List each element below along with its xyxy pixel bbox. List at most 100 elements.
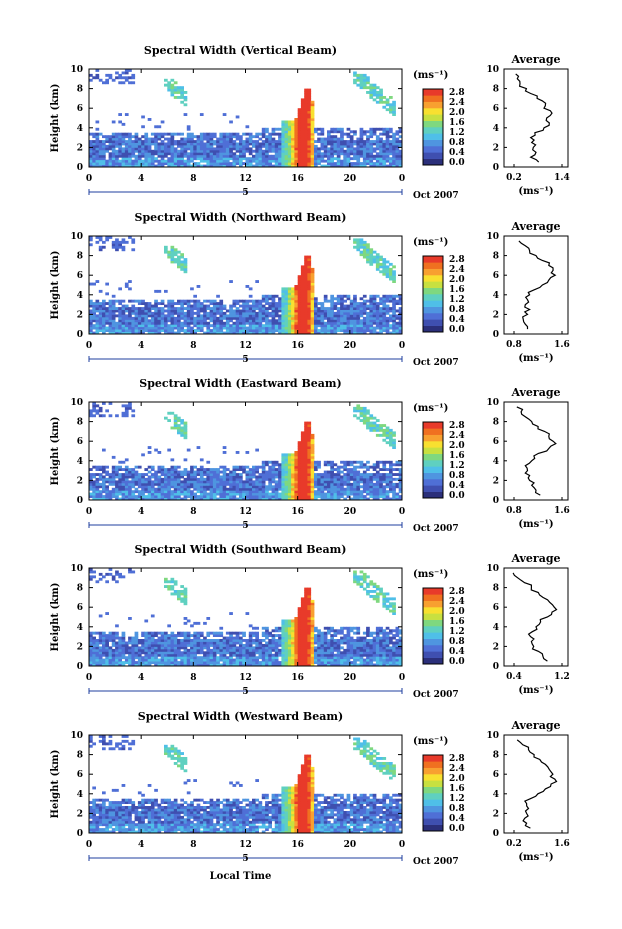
heatmap-cell <box>248 331 253 335</box>
heatmap-cell <box>111 636 116 640</box>
heatmap-cell <box>203 149 207 153</box>
heatmap-cell <box>294 304 299 308</box>
heatmap-cell <box>167 164 171 168</box>
heatmap-cell <box>375 265 380 269</box>
heatmap-cell <box>131 76 136 80</box>
colorbar-swatch <box>423 256 443 263</box>
panel-2: Spectral Width (Northward Beam)0246810He… <box>50 211 570 368</box>
colorbar-swatch <box>423 441 443 448</box>
heatmap-cell <box>121 132 126 136</box>
heatmap-cell <box>102 482 106 486</box>
heatmap-cell <box>177 487 181 491</box>
heatmap-cell <box>190 465 194 469</box>
heatmap-cell <box>366 460 370 464</box>
heatmap-cell <box>379 302 383 305</box>
heatmap-cell <box>98 309 103 313</box>
heatmap-cell <box>349 314 354 318</box>
heatmap-cell <box>89 157 93 161</box>
heatmap-cell <box>314 127 318 131</box>
heatmap-cell <box>274 152 279 156</box>
date-label: Oct 2007 <box>413 524 459 534</box>
x-tick-label: 20 <box>344 174 357 184</box>
heatmap-cell <box>304 270 308 274</box>
heatmap-cell <box>310 495 315 498</box>
heatmap-cell <box>362 411 367 415</box>
heatmap-cell <box>170 147 175 151</box>
heatmap-cell <box>173 159 178 163</box>
heatmap-cell <box>108 157 113 161</box>
heatmap-cell <box>121 238 126 242</box>
heatmap-cell <box>144 144 149 148</box>
heatmap-cell <box>102 164 106 168</box>
heatmap-cell <box>150 140 155 143</box>
heatmap-cell <box>144 651 149 655</box>
heatmap-cell <box>291 135 295 139</box>
heatmap-cell <box>196 162 201 165</box>
heatmap-cell <box>281 302 286 305</box>
heatmap-cell <box>287 287 292 291</box>
heatmap-cell <box>239 135 243 139</box>
heatmap-cell <box>235 149 240 153</box>
heatmap-cell <box>225 316 230 320</box>
heatmap-cell <box>118 636 122 640</box>
heatmap-cell <box>284 144 289 148</box>
heatmap-cell <box>317 157 321 161</box>
heatmap-cell <box>300 265 305 269</box>
heatmap-cell <box>131 142 136 146</box>
heatmap-cell <box>307 475 312 479</box>
heatmap-cell <box>242 140 246 143</box>
heatmap-cell <box>105 329 109 332</box>
heatmap-cell <box>196 157 201 161</box>
heatmap-cell <box>330 130 334 134</box>
heatmap-cell <box>310 487 315 491</box>
heatmap-cell <box>196 477 201 481</box>
heatmap-cell <box>154 149 158 153</box>
heatmap-cell <box>281 458 286 462</box>
heatmap-cell <box>219 132 224 136</box>
heatmap-cell <box>310 316 315 320</box>
heatmap-cell <box>372 258 377 261</box>
heatmap-cell <box>170 250 175 254</box>
heatmap-cell <box>124 304 129 308</box>
heatmap-cell <box>395 497 400 501</box>
heatmap-cell <box>252 299 256 303</box>
heatmap-cell <box>118 465 122 469</box>
heatmap-cell <box>323 309 328 313</box>
heatmap-cell <box>327 477 331 481</box>
heatmap-cell <box>180 314 184 318</box>
heatmap-cell <box>258 149 263 153</box>
heatmap-cell <box>219 326 224 330</box>
heatmap-cell <box>206 152 211 156</box>
heatmap-cell <box>340 321 344 325</box>
heatmap-cell <box>372 495 377 498</box>
heatmap-cell <box>111 137 116 141</box>
heatmap-cell <box>398 495 403 498</box>
heatmap-cell <box>92 656 96 660</box>
heatmap-cell <box>346 324 351 328</box>
heatmap-cell <box>164 331 168 335</box>
heatmap-cell <box>170 319 175 323</box>
heatmap-cell <box>353 140 357 143</box>
heatmap-cell <box>102 465 106 469</box>
heatmap-cell <box>134 142 139 146</box>
heatmap-cell <box>239 144 243 148</box>
y-tick-label: 6 <box>77 104 83 114</box>
heatmap-cell <box>203 157 207 161</box>
heatmap-cell <box>372 255 377 259</box>
heatmap-cell <box>173 421 178 425</box>
heatmap-cell <box>395 460 400 464</box>
heatmap-cell <box>160 490 165 494</box>
heatmap-cell <box>212 164 217 168</box>
heatmap-cell <box>287 292 292 296</box>
heatmap-cell <box>121 162 126 165</box>
heatmap-cell <box>137 661 142 664</box>
heatmap-cell <box>372 294 377 298</box>
heatmap-cell <box>278 142 282 146</box>
heatmap-cell <box>180 316 184 320</box>
heatmap-cell <box>330 164 334 168</box>
date-label: Oct 2007 <box>413 191 459 201</box>
heatmap-cell <box>369 309 374 313</box>
heatmap-cell <box>258 147 263 151</box>
heatmap-cell <box>336 470 341 474</box>
heatmap-cell <box>239 465 243 469</box>
